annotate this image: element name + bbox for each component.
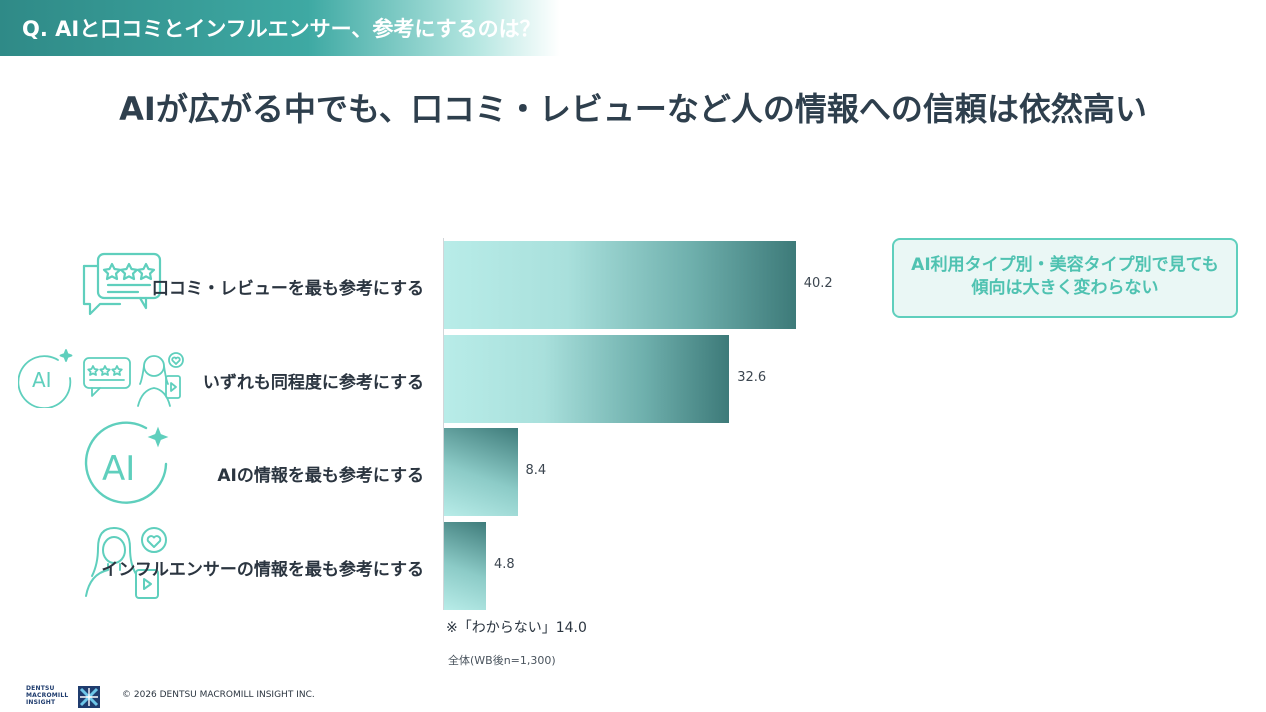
callout-line-2: 傾向は大きく変わらない bbox=[971, 277, 1159, 298]
dont-know-note: ※「わからない」14.0 bbox=[446, 620, 587, 636]
company-logo: DENTSU MACROMILL INSIGHT bbox=[26, 685, 69, 706]
copyright: © 2026 DENTSU MACROMILL INSIGHT INC. bbox=[122, 690, 315, 700]
value-label: 40.2 bbox=[803, 276, 833, 291]
value-label: 4.8 bbox=[494, 556, 515, 572]
logo-mark-icon bbox=[78, 686, 100, 708]
ai-large-label: AI bbox=[102, 449, 135, 489]
influencer-icon bbox=[85, 527, 167, 599]
callout-line-1: AI利用タイプ別・美容タイプ別で見ても bbox=[911, 255, 1219, 275]
bar bbox=[444, 241, 796, 329]
category-label: 口コミ・レビューを最も参考にする bbox=[151, 279, 424, 299]
question-banner: Q. AIと口コミとインフルエンサー、参考にするのは？ bbox=[0, 0, 560, 56]
value-label: 32.6 bbox=[737, 369, 767, 385]
headline: AIが広がる中でも、口コミ・レビューなど人の情報への信頼は依然高い bbox=[119, 90, 1147, 128]
bar bbox=[444, 521, 486, 610]
bar bbox=[444, 334, 730, 423]
callout-box: AI利用タイプ別・美容タイプ別で見ても 傾向は大きく変わらない bbox=[892, 238, 1238, 318]
category-label: いずれも同程度に参考にする bbox=[202, 372, 424, 393]
category-label: AIの情報を最も参考にする bbox=[217, 466, 424, 486]
sample-base: 全体(WB後n=1,300) bbox=[448, 654, 556, 667]
bar bbox=[444, 428, 518, 516]
ai-review-influencer-icon: AI bbox=[18, 349, 184, 408]
ai-icon: AI bbox=[84, 421, 169, 504]
ai-small-label: AI bbox=[32, 368, 52, 392]
question-text: Q. AIと口コミとインフルエンサー、参考にするのは？ bbox=[22, 17, 541, 41]
category-label: インフルエンサーの情報を最も参考にする bbox=[101, 559, 424, 580]
review-bubble-icon bbox=[82, 252, 162, 316]
value-label: 8.4 bbox=[525, 463, 547, 478]
y-axis-line bbox=[443, 238, 444, 610]
